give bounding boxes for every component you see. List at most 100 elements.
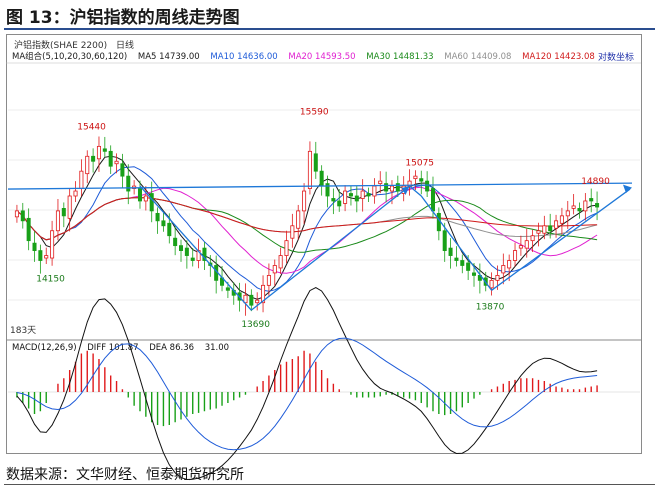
candle-body bbox=[471, 272, 477, 276]
ma-legend: MA组合(5,10,20,30,60,120) MA5 14739.00 MA1… bbox=[12, 50, 603, 62]
candle-body bbox=[155, 212, 160, 222]
candle-body bbox=[466, 262, 471, 271]
candle-body bbox=[337, 200, 342, 207]
candle-body bbox=[554, 220, 559, 229]
candle-body bbox=[190, 257, 195, 261]
candle-body bbox=[38, 250, 43, 261]
uptrend-line bbox=[491, 188, 631, 291]
candle-body bbox=[184, 247, 189, 256]
chart-frame bbox=[6, 34, 642, 454]
candle-body bbox=[114, 160, 119, 165]
ma10-value: MA10 14636.00 bbox=[210, 52, 278, 62]
candle-body bbox=[96, 145, 101, 160]
bar-count-label: 183天 bbox=[10, 326, 36, 336]
candle-body bbox=[413, 175, 418, 180]
candle-body bbox=[542, 225, 547, 234]
candle-body bbox=[102, 148, 107, 152]
candle-body bbox=[448, 247, 453, 256]
instrument-label: 沪铝指数(SHAE 2200) bbox=[14, 41, 108, 51]
candle-body bbox=[378, 180, 383, 184]
macd-dea-line bbox=[16, 337, 598, 451]
candle-body bbox=[389, 185, 394, 192]
candle-body bbox=[548, 225, 553, 232]
candle-body bbox=[32, 242, 37, 251]
candle-body bbox=[161, 220, 166, 227]
candle-body bbox=[343, 190, 348, 204]
candle-body bbox=[513, 250, 518, 261]
period-label[interactable]: 日线 bbox=[116, 41, 135, 51]
candle-body bbox=[577, 208, 582, 212]
candle-body bbox=[20, 210, 25, 222]
candle-body bbox=[595, 203, 600, 208]
uptrend-arrowhead bbox=[623, 184, 632, 194]
macd-group-label: MACD(12,26,9) bbox=[12, 343, 77, 353]
wave-trend-line bbox=[250, 185, 410, 311]
candle-body bbox=[536, 230, 541, 234]
candle-body bbox=[225, 287, 230, 291]
candle-body bbox=[55, 210, 60, 232]
macd-diff-line bbox=[16, 287, 598, 481]
ma120-line bbox=[16, 197, 598, 241]
wave-arrowhead bbox=[401, 186, 410, 196]
wave-trend-line bbox=[139, 185, 252, 311]
candle-body bbox=[302, 190, 307, 212]
macd-legend: MACD(12,26,9) DIFF 101.87 DEA 86.36 31.0… bbox=[12, 343, 237, 353]
ma20-value: MA20 14593.50 bbox=[288, 52, 356, 62]
ma60-value: MA60 14409.08 bbox=[444, 52, 512, 62]
candle-body bbox=[290, 225, 295, 239]
ma10-line bbox=[16, 166, 598, 292]
figure-source: 数据来源：文华财经、恒泰期货研究所 bbox=[6, 467, 244, 483]
candle-body bbox=[272, 265, 277, 274]
candle-body bbox=[178, 245, 184, 251]
candle-body bbox=[530, 235, 535, 242]
candle-body bbox=[284, 240, 289, 256]
candle-body bbox=[501, 265, 506, 274]
candle-body bbox=[395, 183, 400, 192]
ma5-line bbox=[16, 155, 598, 300]
candle-body bbox=[50, 230, 55, 259]
candle-body bbox=[559, 215, 564, 224]
candle-body bbox=[495, 275, 500, 281]
candle-body bbox=[442, 230, 447, 251]
high-price-label: 14890 bbox=[581, 177, 610, 187]
candle-body bbox=[430, 188, 436, 212]
candle-body bbox=[255, 299, 260, 304]
bottom-rule bbox=[4, 484, 655, 485]
candle-body bbox=[126, 175, 131, 192]
candle-body bbox=[384, 183, 389, 192]
chart-header: 沪铝指数(SHAE 2200) 日线 bbox=[14, 38, 134, 51]
ma60-line bbox=[16, 197, 598, 241]
resistance-line bbox=[7, 182, 633, 190]
wave-trend-line bbox=[420, 195, 493, 291]
candle-body bbox=[319, 170, 324, 187]
candle-body bbox=[91, 155, 96, 162]
high-price-label: 15590 bbox=[300, 108, 329, 118]
candle-body bbox=[366, 193, 371, 197]
candle-body bbox=[149, 193, 154, 212]
ma120-value: MA120 14423.08 bbox=[522, 52, 595, 62]
candle-body bbox=[454, 257, 459, 261]
candle-body bbox=[249, 294, 254, 306]
macd-diff-value: DIFF 101.87 bbox=[87, 343, 139, 353]
candle-body bbox=[261, 284, 266, 304]
candle-body bbox=[589, 198, 594, 202]
wave-trend-line bbox=[409, 185, 422, 197]
low-price-label: 13870 bbox=[476, 302, 505, 312]
candle-body bbox=[278, 255, 283, 269]
candle-body bbox=[313, 153, 318, 172]
candle-body bbox=[425, 180, 430, 192]
high-price-label: 15075 bbox=[405, 159, 434, 169]
low-price-label: 13690 bbox=[241, 320, 270, 330]
candle-body bbox=[167, 222, 172, 237]
ma-group-label: MA组合(5,10,20,30,60,120) bbox=[12, 52, 128, 62]
candle-body bbox=[507, 260, 512, 269]
ma5-value: MA5 14739.00 bbox=[137, 52, 200, 62]
candle-body bbox=[44, 255, 49, 259]
candle-body bbox=[173, 237, 178, 247]
macd-hist-value: 31.00 bbox=[204, 343, 230, 353]
macd-dea-value: DEA 86.36 bbox=[149, 343, 195, 353]
candle-body bbox=[419, 178, 424, 182]
ma30-value: MA30 14481.33 bbox=[366, 52, 434, 62]
log-scale-button[interactable]: 对数坐标 bbox=[598, 53, 635, 63]
